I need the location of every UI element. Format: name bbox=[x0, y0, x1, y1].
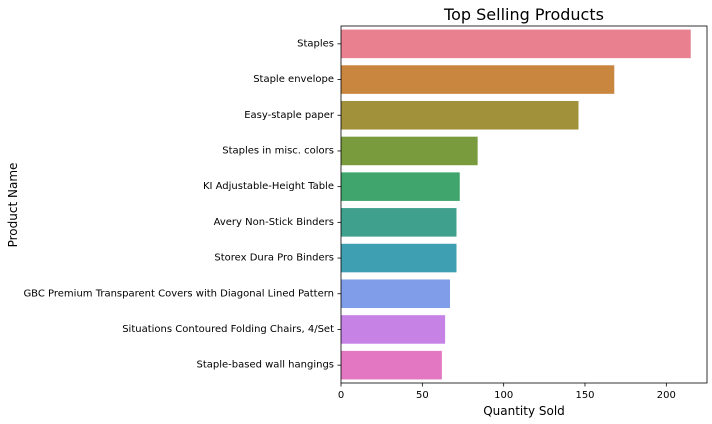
bar bbox=[341, 65, 615, 94]
y-tick-label: KI Adjustable-Height Table bbox=[203, 181, 334, 192]
y-tick-label: Staple-based wall hangings bbox=[196, 360, 334, 371]
bar bbox=[341, 172, 460, 201]
y-tick-label: Staples bbox=[297, 38, 334, 49]
y-tick-label: Storex Dura Pro Binders bbox=[214, 253, 334, 264]
bar bbox=[341, 315, 446, 344]
x-tick-label: 200 bbox=[657, 390, 676, 401]
x-tick-label: 100 bbox=[494, 390, 513, 401]
bar bbox=[341, 350, 442, 380]
x-tick-label: 0 bbox=[338, 390, 344, 401]
bar bbox=[341, 29, 691, 59]
bar bbox=[341, 279, 450, 309]
bar bbox=[341, 243, 457, 273]
x-tick-label: 150 bbox=[575, 390, 594, 401]
y-tick-labels: Staples Staple envelope Easy-staple paper S… bbox=[23, 38, 341, 371]
plot-frame bbox=[340, 25, 708, 384]
y-tick-label: Avery Non-Stick Binders bbox=[214, 217, 334, 228]
y-axis-title: Product Name bbox=[6, 163, 20, 248]
bars-group bbox=[341, 29, 691, 380]
x-axis-ticks: 0 50 100 150 200 bbox=[338, 383, 676, 401]
y-tick-label: Easy-staple paper bbox=[244, 110, 335, 121]
bar bbox=[341, 100, 579, 130]
y-tick-label: Staple envelope bbox=[253, 74, 334, 85]
y-tick-label: Situations Contoured Folding Chairs, 4/S… bbox=[122, 324, 334, 335]
bar bbox=[341, 136, 478, 166]
y-tick-label: Staples in misc. colors bbox=[222, 145, 334, 156]
y-tick-label: GBC Premium Transparent Covers with Diag… bbox=[23, 288, 334, 299]
chart-title: Top Selling Products bbox=[443, 5, 604, 24]
x-tick-label: 50 bbox=[416, 390, 429, 401]
x-axis-title: Quantity Sold bbox=[483, 404, 565, 418]
bar bbox=[341, 208, 457, 237]
